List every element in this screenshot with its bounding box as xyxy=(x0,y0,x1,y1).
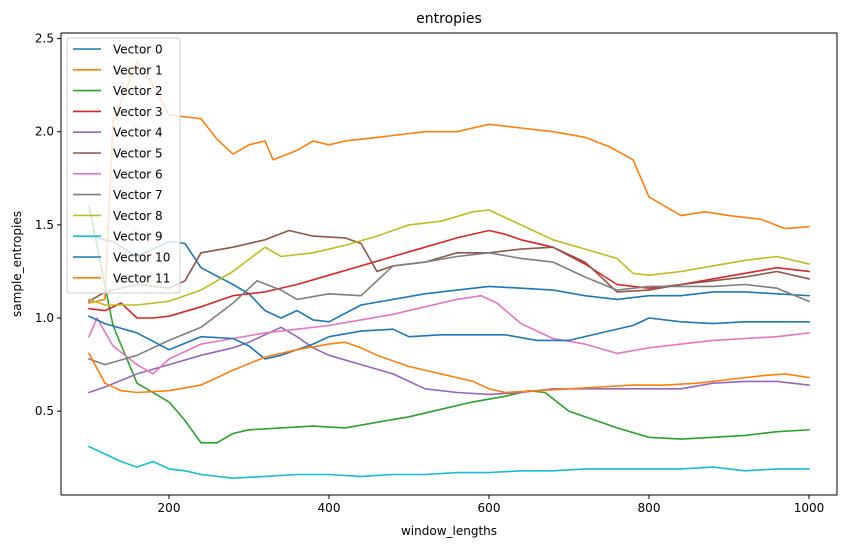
x-axis-label: window_lengths xyxy=(401,524,497,538)
legend-label: Vector 10 xyxy=(113,251,170,265)
series-line-6 xyxy=(87,294,810,375)
series-layer xyxy=(87,60,811,479)
legend-label: Vector 9 xyxy=(113,230,163,244)
y-tick-label: 1.5 xyxy=(35,218,54,232)
legend-label: Vector 7 xyxy=(113,188,163,202)
plot-area xyxy=(61,33,837,495)
series-line-11 xyxy=(87,341,810,394)
x-tick-label: 600 xyxy=(478,501,501,515)
legend-label: Vector 1 xyxy=(113,63,163,77)
legend: Vector 0 Vector 1 Vector 2 Vector 3 Vector 4… xyxy=(66,37,181,294)
x-tick-label: 200 xyxy=(158,501,181,515)
x-tick-label: 800 xyxy=(638,501,661,515)
legend-label: Vector 6 xyxy=(113,167,163,181)
axes-frame xyxy=(60,32,838,496)
series-line-4 xyxy=(87,326,810,396)
legend-label: Vector 8 xyxy=(113,209,163,223)
legend-label: Vector 5 xyxy=(113,147,163,161)
series-line-7 xyxy=(87,252,811,366)
y-tick-label: 2.5 xyxy=(35,32,54,46)
legend-label: Vector 4 xyxy=(113,126,163,140)
y-tick-label: 1.0 xyxy=(35,311,54,325)
legend-box xyxy=(66,37,181,294)
legend-label: Vector 0 xyxy=(113,43,163,57)
legend-label: Vector 3 xyxy=(113,105,163,119)
x-tick-label: 400 xyxy=(318,501,341,515)
x-tick-label: 1000 xyxy=(794,501,825,515)
series-line-9 xyxy=(87,445,810,479)
series-line-1 xyxy=(88,60,810,305)
legend-label: Vector 2 xyxy=(113,84,163,98)
legend-label: Vector 11 xyxy=(113,271,170,285)
series-line-2 xyxy=(88,205,810,444)
y-axis-ticks: 0.5 1.0 1.5 2.0 2.5 xyxy=(35,32,61,418)
y-axis-label: sample_entropies xyxy=(10,211,24,317)
x-axis-ticks: 200 400 600 800 1000 xyxy=(158,495,825,515)
series-line-0 xyxy=(88,235,810,323)
series-line-10 xyxy=(87,315,810,360)
y-tick-label: 0.5 xyxy=(35,404,54,418)
y-tick-label: 2.0 xyxy=(35,125,54,139)
series-line-8 xyxy=(87,209,810,306)
chart-title: entropies xyxy=(416,11,482,27)
